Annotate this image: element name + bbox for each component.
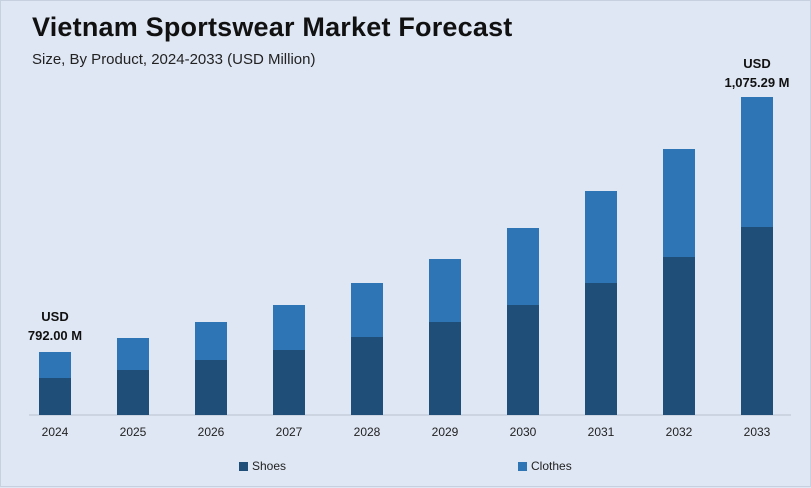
bar-shoes-2033 [741,227,773,415]
bar-shoes-2029 [429,322,461,415]
bar-shoes-2032 [663,257,695,415]
bar-clothes-2030 [507,228,539,305]
bar-shoes-2027 [273,350,305,415]
legend-swatch-clothes [518,461,527,471]
bar-clothes-2028 [351,283,383,337]
x-tick-label-2030: 2030 [510,425,537,439]
bar-clothes-2026 [195,322,227,360]
legend-item-shoes: Shoes [239,459,286,473]
x-tick-label-2029: 2029 [432,425,459,439]
bar-clothes-2033 [741,97,773,227]
legend-swatch-shoes [239,461,248,471]
x-tick-label-2032: 2032 [666,425,693,439]
bar-clothes-2031 [585,191,617,283]
bar-clothes-2029 [429,259,461,322]
legend-label-shoes: Shoes [252,459,287,473]
bar-shoes-2030 [507,305,539,415]
x-tick-label-2028: 2028 [354,425,381,439]
bar-clothes-2027 [273,305,305,350]
bar-shoes-2025 [117,370,149,415]
legend-item-clothes: Clothes [518,459,572,473]
x-tick-label-2027: 2027 [276,425,303,439]
end-annotation-value: 1,075.29 M [724,75,789,90]
bar-shoes-2031 [585,283,617,415]
start-annotation-value: 792.00 M [28,328,82,343]
x-tick-label-2026: 2026 [198,425,225,439]
bars-group [39,97,773,415]
bar-clothes-2025 [117,338,149,370]
legend-label-clothes: Clothes [531,459,572,473]
x-tick-label-2024: 2024 [42,425,69,439]
bar-clothes-2032 [663,149,695,257]
x-tick-label-2025: 2025 [120,425,147,439]
bar-clothes-2024 [39,352,71,378]
x-tick-label-2031: 2031 [588,425,615,439]
x-tick-label-2033: 2033 [744,425,771,439]
chart-subtitle: Size, By Product, 2024-2033 (USD Million… [32,51,316,68]
end-annotation-currency: USD [743,56,770,71]
x-tick-labels: 2024 2025 2026 2027 2028 2029 2030 2031 2032 2033 [42,425,771,439]
chart-title: Vietnam Sportswear Market Forecast [32,12,513,42]
bar-shoes-2024 [39,378,71,415]
bar-shoes-2028 [351,337,383,415]
start-annotation-currency: USD [41,309,68,324]
bar-shoes-2026 [195,360,227,415]
